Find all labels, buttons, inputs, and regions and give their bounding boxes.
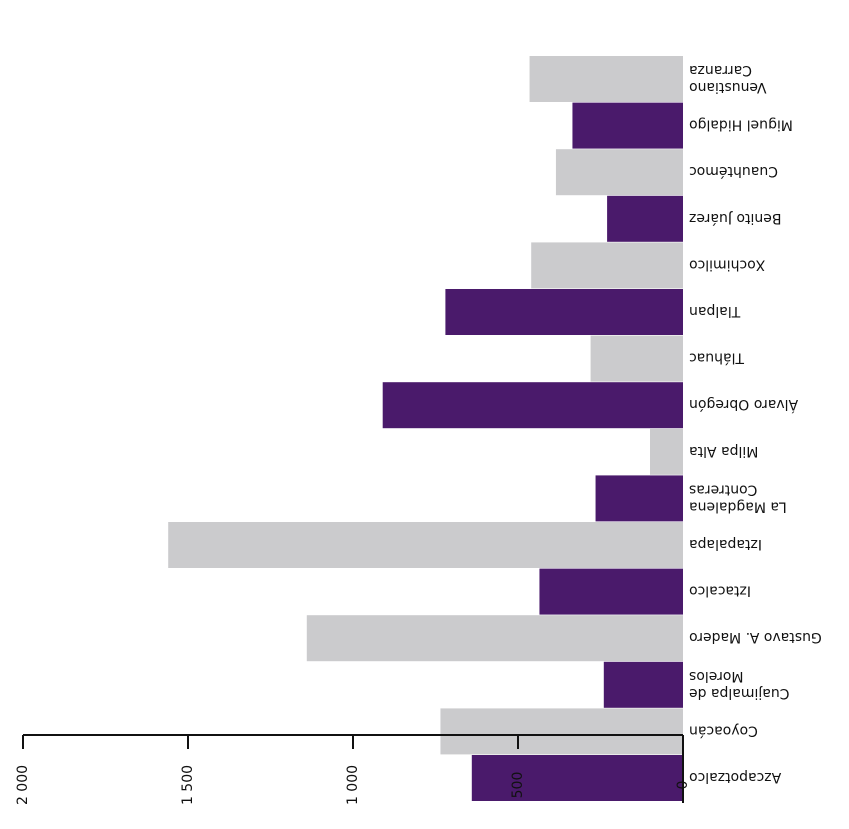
axis-tick-label-1000: 1 000	[345, 765, 361, 805]
category-label-cuajimalpa-de-morelos: Cuajimalpa deMorelos	[689, 668, 790, 701]
bar-venustiano-carranza	[529, 56, 683, 102]
bar-iztacalco	[539, 568, 683, 615]
bar-la-magdalena-contreras	[595, 475, 683, 522]
bar-azcapotzalco	[471, 755, 683, 801]
bar-iztapalapa	[168, 522, 683, 568]
bars-group	[168, 56, 683, 801]
category-label-alvaro-obregon: Álvaro Obregón	[689, 396, 798, 413]
category-label-tlahuac: Tláhuac	[689, 350, 745, 366]
bar-xochimilco	[531, 242, 683, 289]
bar-milpa-alta	[650, 428, 683, 475]
category-label-coyoacan: Coyoacán	[689, 722, 758, 738]
bar-alvaro-obregon	[382, 382, 683, 429]
category-label-benito-juarez: Benito Juárez	[689, 210, 781, 226]
bar-coyoacan	[440, 708, 683, 755]
category-label-la-magdalena-contreras: La MagdalenaContreras	[689, 481, 787, 514]
value-axis: 0 500 1 000 1 500 2 000	[15, 734, 691, 805]
bar-tlahuac	[590, 335, 683, 382]
axis-tick-label-0: 0	[675, 781, 691, 790]
axis-tick-label-2000: 2 000	[15, 765, 31, 805]
category-label-miguel-hidalgo: Miguel Hidalgo	[689, 117, 793, 133]
category-labels-group: Azcapotzalco Coyoacán Cuajimalpa deMorelos…	[689, 62, 822, 785]
axis-tick-label-500: 500	[510, 772, 526, 799]
category-label-tlalpan: Tlalpan	[689, 303, 741, 319]
category-label-xochimilco: Xochimilco	[689, 256, 765, 272]
bar-tlalpan	[445, 289, 683, 335]
axis-tick-label-1500: 1 500	[180, 765, 196, 805]
category-label-iztapalapa: Iztapalapa	[689, 536, 762, 552]
bar-gustavo-a-madero	[306, 615, 683, 662]
bar-cuauhtemoc	[555, 149, 683, 196]
bar-benito-juarez	[607, 195, 683, 242]
category-label-cuauhtemoc: Cuauhtémoc	[689, 163, 778, 179]
category-label-venustiano-carranza: VenustianoCarranza	[689, 62, 767, 95]
bar-cuajimalpa-de-morelos	[603, 661, 683, 708]
bar-miguel-hidalgo	[572, 102, 683, 149]
category-label-iztacalco: Iztacalco	[689, 583, 751, 599]
category-label-azcapotzalco: Azcapotzalco	[689, 769, 781, 785]
category-label-gustavo-a-madero: Gustavo A. Madero	[689, 629, 822, 645]
category-label-milpa-alta: Milpa Alta	[689, 443, 758, 459]
